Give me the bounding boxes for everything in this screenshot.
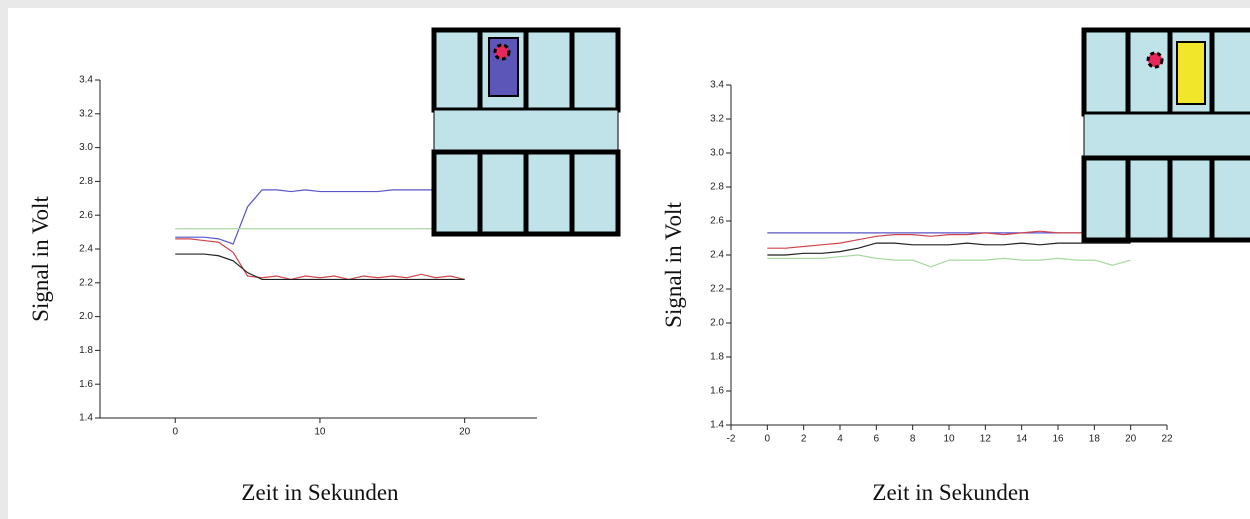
y-tick-label: 2.8 xyxy=(79,176,93,187)
x-tick-label: 0 xyxy=(172,427,178,438)
y-tick-label: 1.6 xyxy=(710,386,724,397)
panel xyxy=(8,8,1250,519)
y-axis-title: Signal in Volt xyxy=(661,202,686,328)
x-tick-label: 10 xyxy=(943,434,955,445)
y-tick-label: 2.0 xyxy=(79,311,93,322)
y-tick-label: 2.6 xyxy=(79,210,93,221)
data-line xyxy=(767,242,1131,256)
inset-diagram-1 xyxy=(431,27,621,237)
x-tick-label: 20 xyxy=(459,427,471,438)
y-tick-label: 1.6 xyxy=(79,379,93,390)
x-tick-label: 16 xyxy=(1052,434,1064,445)
y-tick-label: 2.2 xyxy=(710,284,724,295)
y-tick-label: 3.2 xyxy=(710,114,724,125)
x-tick-label: 8 xyxy=(910,434,916,445)
data-line xyxy=(767,254,1131,268)
y-tick-label: 3.0 xyxy=(710,148,724,159)
y-tick-label: 2.2 xyxy=(79,277,93,288)
x-tick-label: 14 xyxy=(1016,434,1028,445)
y-tick-label: 2.0 xyxy=(710,318,724,329)
y-tick-label: 1.8 xyxy=(710,352,724,363)
y-axis-title: Signal in Volt xyxy=(28,196,53,322)
y-tick-label: 2.8 xyxy=(710,182,724,193)
inset-diagram-2 xyxy=(1081,27,1250,243)
x-tick-label: 4 xyxy=(837,434,843,445)
y-tick-label: 2.6 xyxy=(710,216,724,227)
y-tick-label: 3.4 xyxy=(79,75,93,86)
y-tick-label: 3.2 xyxy=(79,108,93,119)
y-tick-label: 1.8 xyxy=(79,345,93,356)
x-tick-label: 18 xyxy=(1089,434,1101,445)
y-tick-label: 3.0 xyxy=(79,142,93,153)
x-tick-label: -2 xyxy=(727,434,736,445)
data-line xyxy=(175,253,465,281)
y-tick-label: 3.4 xyxy=(710,80,724,91)
data-line xyxy=(767,230,1131,249)
x-tick-label: 10 xyxy=(314,427,326,438)
y-tick-label: 2.4 xyxy=(710,250,724,261)
x-tick-label: 0 xyxy=(765,434,771,445)
x-tick-label: 12 xyxy=(980,434,992,445)
y-tick-label: 2.4 xyxy=(79,244,93,255)
data-line xyxy=(175,189,465,245)
data-line xyxy=(175,238,465,281)
x-tick-label: 20 xyxy=(1125,434,1137,445)
y-tick-label: 1.4 xyxy=(79,413,93,424)
x-tick-label: 6 xyxy=(874,434,880,445)
x-axis-title: Zeit in Sekunden xyxy=(241,480,399,505)
x-axis-title: Zeit in Sekunden xyxy=(872,480,1030,505)
y-tick-label: 1.4 xyxy=(710,420,724,431)
x-tick-label: 2 xyxy=(801,434,807,445)
x-tick-label: 22 xyxy=(1161,434,1173,445)
